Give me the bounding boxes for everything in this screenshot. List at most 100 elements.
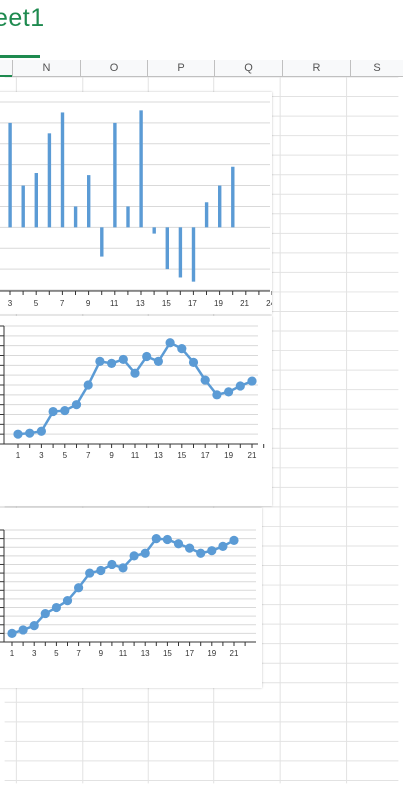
data-point (96, 565, 106, 576)
x-tick-label: 17 (185, 649, 194, 658)
data-point (51, 602, 61, 613)
column-header-partial[interactable] (0, 60, 12, 77)
data-point (107, 358, 117, 368)
bar (60, 112, 65, 228)
x-tick-label: 17 (201, 451, 210, 460)
data-point (129, 551, 139, 561)
data-point (218, 541, 228, 551)
data-point (207, 546, 217, 556)
column-header-r[interactable]: R (282, 60, 350, 77)
bar (100, 227, 104, 257)
bar (218, 185, 222, 228)
bar (231, 166, 235, 228)
chart-line-2[interactable]: 1 3 5 7 9 11 13 15 17 19 21 (0, 508, 262, 688)
data-point (162, 534, 172, 545)
data-point (60, 405, 70, 416)
x-tick-label: 15 (177, 451, 186, 460)
x-tick-label: 1 (10, 649, 15, 658)
column-header-p[interactable]: P (147, 60, 214, 77)
bar (139, 110, 143, 228)
bar (21, 185, 25, 228)
data-point (85, 568, 95, 578)
x-tick-label: 24 (266, 299, 272, 308)
data-point (62, 596, 73, 606)
x-tick-label: 13 (136, 299, 145, 308)
data-point (48, 406, 58, 417)
data-point (83, 380, 93, 390)
x-tick-label: 21 (240, 299, 249, 308)
data-point (140, 548, 150, 558)
data-point (224, 387, 234, 397)
data-point (13, 429, 23, 439)
bar (165, 227, 169, 270)
data-point (130, 368, 140, 378)
x-tick-label: 5 (63, 451, 68, 460)
x-tick-label: 21 (248, 451, 257, 460)
data-point (40, 608, 50, 619)
x-tick-label: 13 (141, 649, 150, 658)
x-tick-label: 7 (60, 299, 65, 308)
column-header-q[interactable]: Q (214, 60, 282, 77)
line-chart-2-svg: 1 3 5 7 9 11 13 15 17 19 21 (0, 529, 256, 658)
sheet-title[interactable]: eet1 (0, 4, 45, 32)
bar (34, 173, 38, 228)
x-tick-label: 5 (34, 299, 39, 308)
x-tick-label: 7 (86, 451, 91, 460)
x-tick-label: 7 (76, 649, 81, 658)
data-point (212, 390, 222, 400)
bar (73, 206, 78, 228)
data-point (151, 534, 161, 544)
x-tick-label: 9 (109, 451, 114, 460)
x-tick-label: 15 (163, 649, 172, 658)
x-tick-label: 17 (188, 299, 197, 308)
data-point (7, 628, 17, 638)
series-line (17, 341, 253, 436)
x-tick-label: 11 (110, 299, 119, 308)
data-point (188, 357, 199, 367)
data-point (185, 543, 195, 553)
x-tick-label: 21 (230, 649, 239, 658)
data-point (200, 375, 210, 385)
x-tick-label: 9 (86, 299, 91, 308)
column-header-o[interactable]: O (80, 60, 147, 77)
x-tick-label: 19 (214, 299, 223, 308)
data-point (29, 621, 39, 631)
sheet-tab-indicator (0, 55, 40, 58)
chart-line-1[interactable]: 1 3 5 7 9 11 13 15 17 19 21 (0, 316, 272, 506)
x-tick-label: 5 (54, 649, 59, 658)
data-point (36, 426, 47, 436)
bar (126, 206, 130, 228)
data-point (18, 625, 28, 635)
bar (8, 122, 12, 228)
data-point (235, 381, 245, 391)
x-tick-label: 9 (99, 649, 104, 658)
data-point (25, 428, 35, 438)
x-tick-label: 3 (39, 451, 44, 460)
line-chart-1-svg: 1 3 5 7 9 11 13 15 17 19 21 (0, 325, 265, 460)
data-point (118, 354, 128, 365)
x-tick-label: 11 (119, 649, 128, 658)
data-point (107, 559, 117, 570)
data-point (118, 563, 128, 573)
column-header-s[interactable]: S (350, 60, 403, 77)
data-point (95, 356, 105, 366)
x-tick-label: 19 (207, 649, 216, 658)
data-point (247, 376, 257, 386)
data-point (153, 356, 163, 366)
bar (113, 122, 117, 228)
chart-bar[interactable]: 3 5 7 9 11 13 15 17 19 21 24 (0, 92, 276, 314)
bar (204, 202, 209, 228)
data-point (71, 400, 82, 410)
x-tick-label: 1 (16, 451, 21, 460)
data-point (165, 338, 175, 348)
bar (178, 227, 183, 278)
x-tick-label: 3 (8, 299, 13, 308)
bar (47, 133, 52, 228)
x-tick-label: 3 (32, 649, 37, 658)
x-tick-label: 15 (162, 299, 171, 308)
x-tick-label: 13 (154, 451, 163, 460)
title-bar: eet1 (0, 0, 403, 58)
data-point (196, 548, 206, 558)
column-header-n[interactable]: N (12, 60, 80, 77)
bar-chart-svg: 3 5 7 9 11 13 15 17 19 21 24 (0, 101, 276, 308)
